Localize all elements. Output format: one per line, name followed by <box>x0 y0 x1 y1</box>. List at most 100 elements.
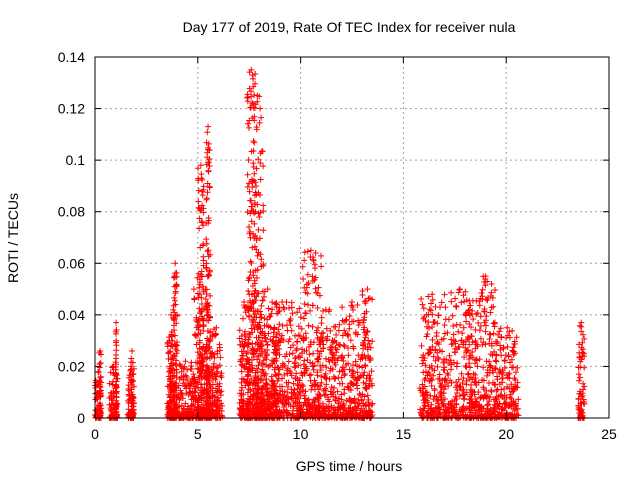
roti-point <box>128 400 135 407</box>
roti-point <box>462 288 469 295</box>
roti-point <box>294 338 301 345</box>
roti-point <box>211 354 218 361</box>
roti-point <box>217 405 224 412</box>
roti-point <box>439 400 446 407</box>
roti-point <box>361 369 368 376</box>
roti-point <box>466 412 473 419</box>
roti-point <box>164 340 171 347</box>
roti-point <box>495 403 502 410</box>
roti-point <box>322 355 329 362</box>
roti-point <box>286 317 293 324</box>
roti-point <box>359 291 366 298</box>
roti-point <box>252 179 259 186</box>
roti-point <box>315 404 322 411</box>
roti-point <box>125 406 132 413</box>
roti-point <box>263 381 270 388</box>
roti-point <box>249 329 256 336</box>
roti-point <box>277 391 284 398</box>
roti-point <box>213 365 220 372</box>
roti-point <box>195 187 202 194</box>
roti-point <box>481 319 488 326</box>
roti-point <box>461 354 468 361</box>
roti-point <box>581 383 588 390</box>
roti-point <box>302 330 309 337</box>
chart-title: Day 177 of 2019, Rate Of TEC Index for r… <box>183 19 516 35</box>
roti-point <box>499 404 506 411</box>
roti-point <box>260 202 267 209</box>
roti-point <box>350 318 357 325</box>
roti-point <box>268 385 275 392</box>
roti-point <box>191 295 198 302</box>
roti-point <box>336 321 343 328</box>
roti-point <box>255 405 262 412</box>
roti-point <box>422 362 429 369</box>
roti-point <box>299 263 306 270</box>
roti-point <box>244 349 251 356</box>
roti-point <box>466 399 473 406</box>
roti-point <box>245 372 252 379</box>
roti-point <box>497 342 504 349</box>
roti-point <box>487 331 494 338</box>
roti-point <box>463 414 470 421</box>
roti-point <box>420 407 427 414</box>
roti-point <box>193 341 200 348</box>
roti-point <box>581 335 588 342</box>
roti-point <box>425 319 432 326</box>
roti-point <box>184 403 191 410</box>
roti-point <box>348 380 355 387</box>
roti-point <box>276 330 283 337</box>
roti-point <box>250 390 257 397</box>
roti-point <box>195 198 202 205</box>
roti-point <box>467 386 474 393</box>
roti-point <box>323 381 330 388</box>
roti-point <box>257 329 264 336</box>
roti-point <box>252 267 259 274</box>
roti-point <box>184 377 191 384</box>
roti-point <box>257 308 264 315</box>
roti-point <box>216 347 223 354</box>
roti-point <box>194 349 201 356</box>
roti-point <box>349 306 356 313</box>
roti-point <box>203 355 210 362</box>
roti-point <box>474 363 481 370</box>
roti-point <box>129 391 136 398</box>
roti-point <box>438 381 445 388</box>
roti-point <box>276 321 283 328</box>
roti-point <box>97 387 104 394</box>
roti-point <box>198 171 205 178</box>
roti-point <box>253 183 260 190</box>
roti-point <box>280 304 287 311</box>
roti-point <box>274 310 281 317</box>
roti-point <box>96 378 103 385</box>
roti-point <box>364 392 371 399</box>
roti-point <box>318 252 325 259</box>
roti-point <box>206 156 213 163</box>
roti-point <box>509 347 516 354</box>
roti-point <box>203 393 210 400</box>
roti-point <box>275 371 282 378</box>
roti-point <box>345 360 352 367</box>
roti-point <box>297 314 304 321</box>
roti-point <box>494 412 501 419</box>
roti-point <box>339 368 346 375</box>
roti-point <box>271 342 278 349</box>
roti-point <box>512 369 519 376</box>
roti-point <box>416 385 423 392</box>
roti-point <box>448 289 455 296</box>
roti-point <box>509 388 516 395</box>
roti-point <box>461 395 468 402</box>
roti-point <box>429 336 436 343</box>
roti-point <box>195 316 202 323</box>
roti-point <box>199 202 206 209</box>
roti-point <box>282 400 289 407</box>
roti-point <box>191 388 198 395</box>
roti-point <box>301 368 308 375</box>
roti-point <box>260 361 267 368</box>
roti-point <box>171 327 178 334</box>
roti-point <box>205 366 212 373</box>
roti-point <box>276 413 283 420</box>
roti-point <box>192 359 199 366</box>
roti-point <box>459 387 466 394</box>
roti-point <box>255 156 262 163</box>
x-tick-label: 5 <box>194 426 202 442</box>
